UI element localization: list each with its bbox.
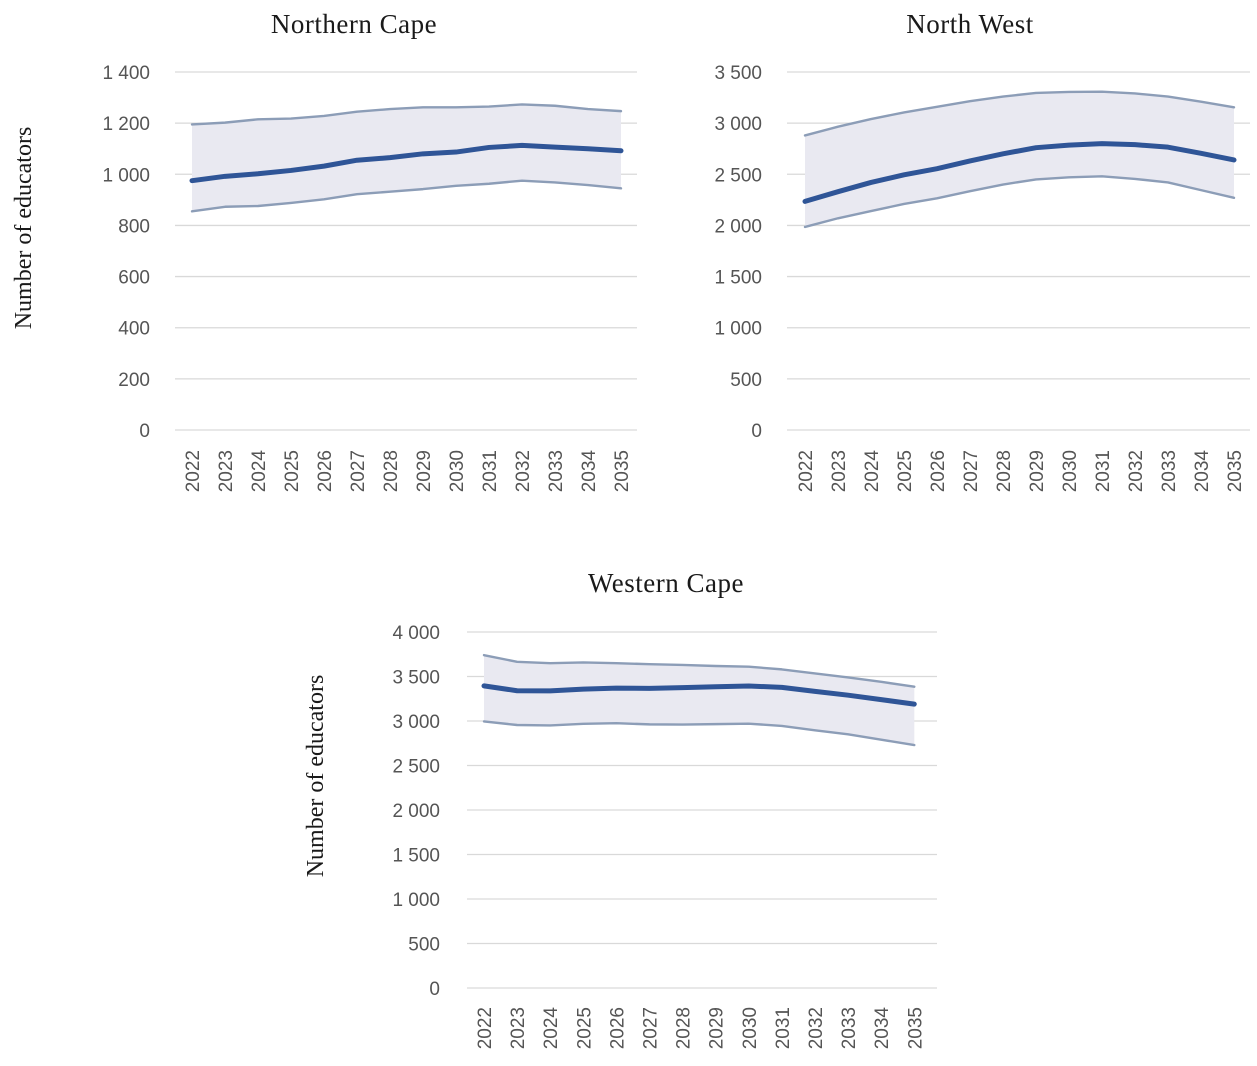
y-tick-label: 1 500: [392, 846, 440, 867]
y-tick-label: 0: [139, 421, 150, 442]
x-tick-label: 2030: [740, 1007, 761, 1049]
y-tick-label: 600: [118, 268, 150, 289]
x-tick-label: 2030: [447, 450, 468, 492]
x-tick-label: 2035: [1225, 450, 1246, 492]
y-tick-label: 800: [118, 216, 150, 237]
x-tick-label: 2028: [674, 1007, 695, 1049]
x-tick-label: 2022: [475, 1007, 496, 1049]
chart-title-north-west: North West: [906, 9, 1034, 39]
upper-bound-line-western-cape: [482, 653, 916, 688]
y-tick-label: 1 500: [714, 268, 762, 289]
x-tick-label: 2022: [183, 450, 204, 492]
y-tick-label: 0: [751, 421, 762, 442]
x-tick-label: 2023: [508, 1007, 529, 1049]
central-projection-line-northern-cape: [189, 142, 624, 184]
chart-northern-cape: Northern Cape Number of educators 0 200 40…: [11, 9, 637, 492]
x-tick-label: 2026: [607, 1007, 628, 1049]
x-tick-label: 2032: [1126, 450, 1147, 492]
x-tick-label: 2022: [796, 450, 817, 492]
chart-title-northern-cape: Northern Cape: [271, 9, 437, 39]
upper-bound-line-northern-cape: [190, 103, 623, 126]
chart-western-cape: Western Cape Number of educators 0 500 1 0…: [303, 568, 937, 1049]
x-tick-label: 2026: [315, 450, 336, 492]
y-tick-label: 1 000: [714, 319, 762, 340]
y-tick-label: 3 000: [392, 712, 440, 733]
central-projection-line-western-cape: [481, 683, 917, 707]
x-tick-label: 2023: [829, 450, 850, 492]
y-tick-label: 200: [118, 370, 150, 391]
y-tick-label: 3 500: [392, 668, 440, 689]
y-tick-label: 500: [730, 370, 762, 391]
plot-area-north-west: 0 500 1 000 1 500 2 000 2 500 3 000 3 500 2022 20…: [714, 63, 1250, 492]
y-tick-label: 2 000: [714, 216, 762, 237]
y-tick-label: 4 000: [392, 623, 440, 644]
x-tick-label: 2024: [541, 1007, 562, 1050]
x-tick-label: 2035: [905, 1007, 926, 1049]
x-tick-label: 2035: [612, 450, 633, 492]
y-axis-label-western-cape: Number of educators: [303, 675, 329, 878]
x-tick-label: 2031: [1093, 450, 1114, 492]
x-tick-label: 2034: [579, 450, 600, 493]
y-axis-label-northern-cape: Number of educators: [11, 127, 37, 330]
x-tick-label: 2024: [862, 450, 883, 493]
y-tick-label: 1 400: [102, 63, 150, 84]
lower-bound-line-north-west: [803, 175, 1236, 229]
y-tick-label: 1 200: [102, 114, 150, 135]
x-tick-label: 2026: [928, 450, 949, 492]
y-tick-label: 3 000: [714, 114, 762, 135]
x-tick-label: 2027: [348, 450, 369, 492]
y-tick-label: 2 500: [714, 165, 762, 186]
x-tick-label: 2028: [994, 450, 1015, 492]
x-tick-label: 2025: [574, 1007, 595, 1049]
x-tick-label: 2031: [480, 450, 501, 492]
x-tick-label: 2034: [1192, 450, 1213, 493]
x-tick-label: 2024: [249, 450, 270, 493]
confidence-band-western-cape: [484, 655, 915, 746]
y-tick-label: 2 500: [392, 757, 440, 778]
x-tick-label: 2027: [961, 450, 982, 492]
plot-area-northern-cape: 0 200 400 600 800 1 000 1 200 1 400 2022 2023 2024…: [102, 63, 637, 492]
x-tick-label: 2034: [872, 1007, 893, 1050]
x-tick-label: 2032: [513, 450, 534, 492]
x-tick-label: 2029: [707, 1007, 728, 1049]
x-tick-label: 2031: [773, 1007, 794, 1049]
chart-title-western-cape: Western Cape: [588, 568, 744, 598]
y-tick-label: 500: [408, 935, 440, 956]
x-tick-label: 2033: [546, 450, 567, 492]
x-tick-label: 2029: [414, 450, 435, 492]
x-tick-label: 2028: [381, 450, 402, 492]
y-tick-label: 3 500: [714, 63, 762, 84]
y-tick-label: 1 000: [392, 890, 440, 911]
x-tick-label: 2033: [1159, 450, 1180, 492]
x-tick-label: 2032: [806, 1007, 827, 1049]
chart-north-west: North West 0 500 1 000 1 500 2 000 2 500 3 000…: [714, 9, 1250, 492]
y-tick-label: 400: [118, 319, 150, 340]
x-tick-label: 2030: [1060, 450, 1081, 492]
confidence-band-north-west: [805, 91, 1234, 227]
central-projection-line-north-west: [802, 141, 1237, 204]
x-tick-label: 2025: [282, 450, 303, 492]
x-tick-label: 2029: [1027, 450, 1048, 492]
x-tick-label: 2033: [839, 1007, 860, 1049]
plot-area-western-cape: 0 500 1 000 1 500 2 000 2 500 3 000 3 500 4 000 2…: [392, 623, 937, 1049]
lower-bound-line-western-cape: [482, 720, 916, 747]
x-tick-label: 2025: [895, 450, 916, 492]
upper-bound-line-north-west: [803, 90, 1236, 137]
x-tick-label: 2027: [641, 1007, 662, 1049]
y-tick-label: 2 000: [392, 801, 440, 822]
x-tick-label: 2023: [216, 450, 237, 492]
y-tick-label: 1 000: [102, 165, 150, 186]
lower-bound-line-northern-cape: [190, 179, 623, 213]
y-tick-label: 0: [429, 979, 440, 1000]
